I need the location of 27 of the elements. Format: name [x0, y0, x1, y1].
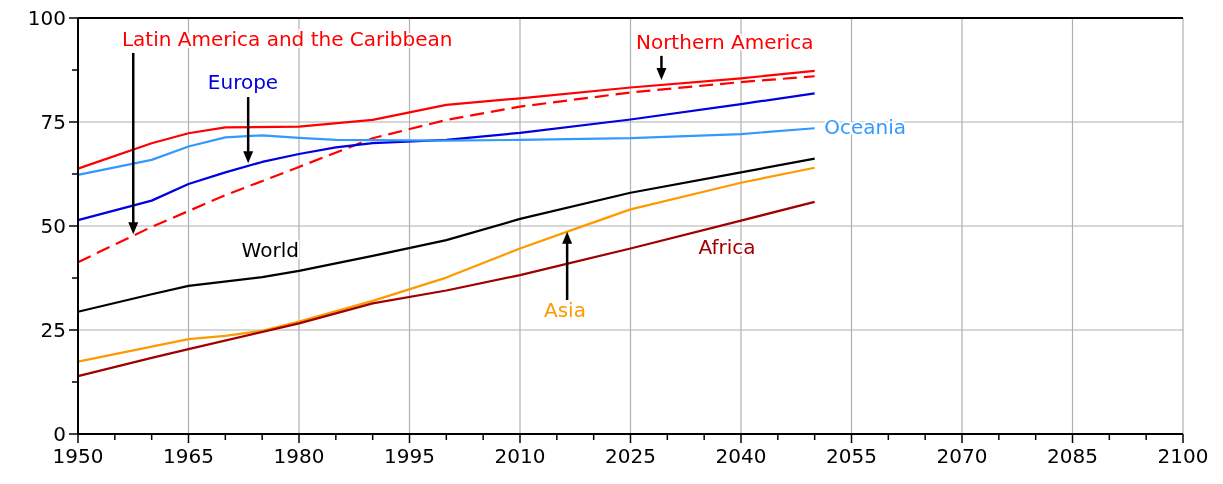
y-tick-label: 25	[40, 318, 66, 342]
x-tick-label: 2085	[1047, 444, 1098, 468]
x-tick-label: 2010	[494, 444, 546, 468]
text: Latin America and the Caribbean	[121, 27, 453, 52]
line-series	[76, 200, 816, 378]
text: Europe	[207, 70, 279, 95]
x-tick-label: 1980	[273, 444, 325, 468]
x-tick-label: 2055	[826, 444, 877, 468]
y-tick-label: 0	[53, 422, 66, 446]
x-tick-label: 2070	[936, 444, 988, 468]
y-tick-label: 75	[40, 110, 66, 134]
series-label: Northern America	[635, 30, 814, 55]
x-tick-label: 2025	[605, 444, 656, 468]
x-tick-label: 2100	[1157, 444, 1209, 468]
text: Asia	[543, 298, 586, 323]
series-label: Africa	[698, 235, 756, 260]
y-tick-label: 50	[40, 214, 66, 238]
x-tick-label: 1995	[384, 444, 435, 468]
series-label: Oceania	[824, 114, 907, 139]
line-series	[76, 92, 816, 222]
series-label: World	[241, 238, 299, 263]
line-series	[76, 127, 816, 176]
x-tick-label: 1965	[163, 444, 214, 468]
x-tick-label: 2040	[715, 444, 767, 468]
y-tick-label: 100	[27, 6, 66, 30]
line-series	[76, 166, 816, 363]
x-tick-label: 1950	[52, 444, 104, 468]
